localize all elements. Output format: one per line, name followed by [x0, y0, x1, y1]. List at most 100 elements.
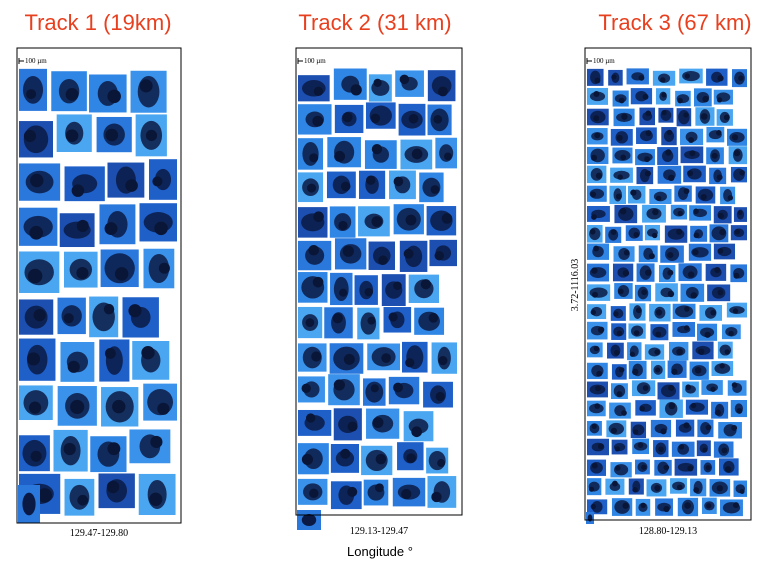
- particle: [596, 371, 602, 377]
- particle-tile: [298, 272, 327, 303]
- axis-label: Longitude °: [347, 544, 413, 559]
- particle-tile: [627, 342, 641, 360]
- particle-tile: [298, 443, 329, 474]
- particle-tile: [682, 382, 699, 398]
- particle: [376, 454, 387, 465]
- particle-tile: [613, 91, 629, 107]
- particle: [702, 96, 708, 102]
- particle: [421, 279, 431, 289]
- particle-tile: [674, 186, 691, 202]
- particle: [594, 346, 599, 351]
- particle: [592, 292, 598, 298]
- particle-tile: [334, 408, 362, 440]
- particle-tile: [426, 448, 448, 474]
- particle-tile: [668, 361, 687, 378]
- particle-tile: [99, 339, 129, 381]
- particle-tile: [728, 380, 747, 395]
- particle-tile: [298, 410, 331, 436]
- particle: [436, 392, 445, 401]
- particle-tile: [331, 444, 359, 473]
- panel-title: Track 3 (67 km): [598, 10, 751, 35]
- particle: [677, 98, 683, 104]
- particle: [613, 311, 618, 316]
- particle: [678, 110, 689, 124]
- particle-tile: [400, 140, 432, 170]
- particle: [591, 155, 597, 161]
- particle-tile: [429, 240, 457, 266]
- particle: [590, 229, 596, 235]
- particle: [622, 503, 628, 509]
- particle-tile: [298, 479, 327, 505]
- particle: [735, 229, 740, 234]
- particle: [691, 403, 696, 408]
- particle: [652, 209, 658, 215]
- particle: [698, 348, 704, 354]
- particle: [31, 451, 42, 462]
- particle: [716, 130, 722, 136]
- particle: [714, 267, 720, 273]
- particle: [684, 188, 690, 194]
- particle: [701, 194, 707, 200]
- particle: [333, 313, 343, 323]
- particle: [438, 86, 448, 96]
- particle-tile: [653, 71, 675, 86]
- particle: [306, 318, 315, 327]
- particle-tile: [639, 245, 658, 262]
- particle-tile: [609, 403, 631, 419]
- particle: [306, 413, 315, 422]
- particle: [668, 291, 675, 298]
- particle: [373, 417, 384, 428]
- particle: [667, 130, 673, 136]
- particle: [728, 195, 733, 200]
- particle-tile: [659, 400, 682, 418]
- particle: [734, 273, 740, 279]
- particle: [406, 215, 417, 226]
- particle-tile: [718, 342, 733, 359]
- particle: [115, 267, 129, 281]
- particle: [668, 175, 674, 181]
- particle-tile: [669, 342, 688, 360]
- particle-tile: [587, 69, 604, 86]
- particle: [22, 493, 35, 516]
- particle: [308, 245, 319, 256]
- particle: [373, 79, 381, 87]
- particle-tile: [675, 459, 698, 476]
- particle: [643, 94, 649, 100]
- particle: [663, 506, 669, 512]
- particle-tile: [363, 378, 386, 405]
- particle-tile: [700, 460, 715, 475]
- particle: [669, 403, 676, 410]
- particle-tile: [298, 241, 331, 270]
- particle-tile: [720, 499, 743, 516]
- particle-tile: [330, 206, 356, 237]
- particle-tile: [672, 322, 695, 337]
- particle: [338, 221, 347, 230]
- particle-tile: [612, 148, 632, 164]
- particle: [150, 436, 162, 448]
- particle: [334, 277, 349, 301]
- particle-tile: [701, 380, 722, 395]
- particle: [609, 423, 624, 435]
- particle: [592, 424, 597, 429]
- particle: [620, 208, 627, 215]
- particle: [663, 465, 669, 471]
- particle: [619, 367, 624, 372]
- particle: [654, 349, 660, 355]
- particle-tile: [357, 308, 379, 340]
- particle: [632, 369, 638, 375]
- particle-tile: [58, 298, 86, 334]
- particle: [687, 170, 693, 176]
- particle: [734, 150, 740, 156]
- particle-tile: [710, 479, 731, 497]
- particle: [27, 352, 40, 365]
- particle-tile: [608, 70, 623, 86]
- particle: [371, 114, 380, 123]
- particle-tile: [423, 382, 453, 408]
- particle-tile: [650, 324, 668, 340]
- particle-tile: [718, 422, 742, 438]
- particle: [591, 504, 596, 509]
- particle: [367, 317, 375, 325]
- particle: [717, 290, 723, 296]
- particle: [152, 176, 162, 186]
- particle: [312, 116, 323, 127]
